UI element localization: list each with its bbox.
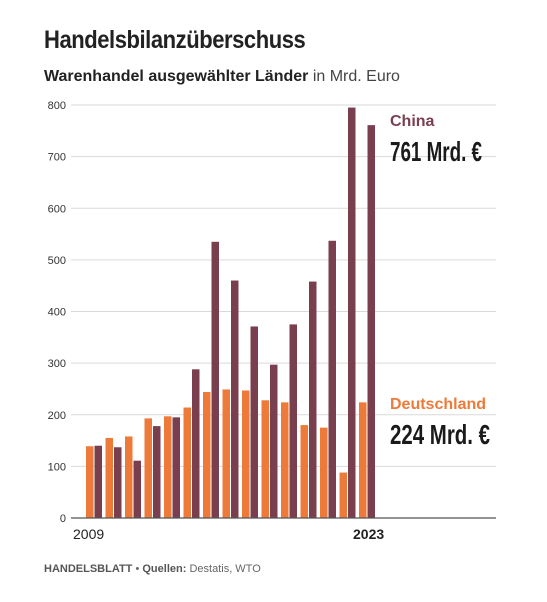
- chart-subtitle: Warenhandel ausgewählter Länder in Mrd. …: [44, 68, 400, 86]
- bar-china: [133, 460, 141, 518]
- deutschland-value-label: 224 Mrd. €: [390, 419, 490, 450]
- bar-china: [94, 445, 102, 518]
- bar-china: [172, 417, 180, 518]
- y-tick-label: 100: [48, 461, 66, 473]
- bar-china: [289, 324, 297, 518]
- bar-china: [309, 281, 317, 518]
- bar-china: [114, 447, 122, 518]
- footer-sources-label: Quellen:: [142, 563, 187, 575]
- y-tick-label: 700: [48, 152, 66, 164]
- bar-deutschland: [203, 392, 211, 518]
- bar-china: [348, 107, 356, 519]
- subtitle-bold: Warenhandel ausgewählter Länder: [44, 68, 309, 85]
- bar-deutschland: [144, 418, 152, 518]
- x-tick-label: 2023: [353, 526, 384, 542]
- bar-china: [192, 369, 200, 518]
- y-tick-label: 0: [60, 513, 66, 525]
- bar-china: [211, 241, 219, 518]
- y-tick-label: 800: [48, 100, 66, 112]
- china-value-label: 761 Mrd. €: [390, 136, 482, 167]
- bar-deutschland: [261, 400, 269, 518]
- bar-deutschland: [183, 407, 191, 518]
- bar-china: [153, 426, 161, 518]
- subtitle-unit: in Mrd. Euro: [312, 68, 400, 85]
- bar-deutschland: [359, 402, 367, 518]
- deutschland-label: Deutschland: [390, 396, 486, 413]
- bar-deutschland: [300, 425, 308, 518]
- y-tick-label: 300: [48, 358, 66, 370]
- y-tick-label: 400: [48, 307, 66, 319]
- bar-deutschland: [242, 390, 250, 518]
- footer: HANDELSBLATT • Quellen: Destatis, WTO: [44, 563, 261, 575]
- bar-china: [328, 240, 336, 518]
- y-tick-label: 600: [48, 203, 66, 215]
- bar-deutschland: [281, 402, 289, 518]
- bar-deutschland: [164, 416, 172, 518]
- y-tick-label: 500: [48, 255, 66, 267]
- bar-china: [367, 125, 375, 518]
- footer-brand: HANDELSBLATT: [44, 563, 133, 575]
- footer-sources: Destatis, WTO: [189, 563, 261, 575]
- china-label: China: [390, 113, 435, 130]
- y-tick-label: 200: [48, 410, 66, 422]
- bar-chart: 0 100 200 300 400 500 600 700 800 2009 2023 China 76…: [48, 100, 496, 542]
- bar-deutschland: [86, 446, 94, 518]
- x-tick-label: 2009: [73, 526, 104, 542]
- bar-china: [231, 280, 239, 518]
- bar-deutschland: [105, 437, 113, 518]
- bar-deutschland: [339, 472, 347, 518]
- bar-china: [270, 364, 278, 518]
- bar-deutschland: [125, 436, 133, 518]
- chart-title: Handelsbilanzüberschuss: [44, 26, 306, 54]
- bar-deutschland: [320, 427, 328, 518]
- bar-china: [250, 326, 258, 518]
- bar-deutschland: [222, 389, 230, 518]
